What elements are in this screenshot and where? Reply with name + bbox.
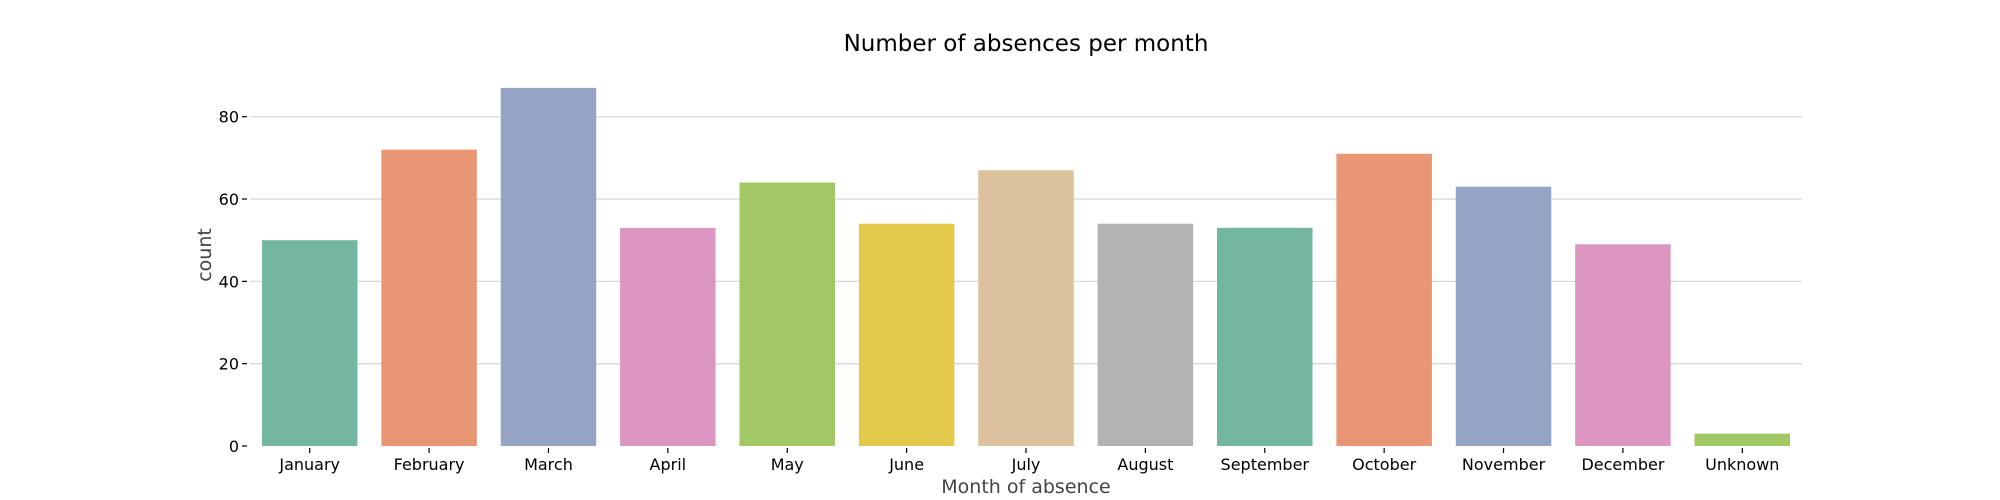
x-tick-label: August xyxy=(1117,455,1173,474)
y-axis-label: count xyxy=(194,228,216,282)
x-tick-label: February xyxy=(394,455,465,474)
x-tick-label: May xyxy=(771,455,804,474)
x-tick-label: April xyxy=(650,455,687,474)
bar-january xyxy=(261,240,358,446)
x-tick-label: July xyxy=(1011,455,1041,474)
bar-may xyxy=(739,182,835,447)
x-axis-label: Month of absence xyxy=(941,476,1110,498)
y-axis-ticks: 0 20 40 60 80 xyxy=(219,108,247,456)
x-tick-label: October xyxy=(1352,455,1416,474)
y-tick-label: 80 xyxy=(219,108,239,127)
x-tick-label: November xyxy=(1462,455,1546,474)
y-tick-label: 20 xyxy=(219,355,239,374)
x-tick-label: January xyxy=(278,455,340,474)
y-tick-label: 0 xyxy=(229,437,239,456)
bar-august xyxy=(1097,223,1194,446)
bar-november xyxy=(1455,186,1552,447)
chart-title: Number of absences per month xyxy=(844,31,1209,57)
bar-february xyxy=(381,149,477,446)
bar-july xyxy=(978,170,1074,446)
y-tick-label: 40 xyxy=(219,272,239,291)
bar-december xyxy=(1575,244,1671,446)
bar-unknown xyxy=(1694,433,1791,446)
bar-october xyxy=(1336,153,1432,446)
x-tick-label: Unknown xyxy=(1705,455,1779,474)
x-tick-label: December xyxy=(1581,455,1664,474)
x-axis-ticks: January February March April May June July Augu… xyxy=(278,448,1779,474)
bars xyxy=(261,87,1791,447)
bar-april xyxy=(620,227,716,446)
x-tick-label: June xyxy=(888,455,924,474)
x-tick-label: March xyxy=(524,455,573,474)
bar-june xyxy=(858,223,955,446)
bar-september xyxy=(1217,227,1313,446)
y-tick-label: 60 xyxy=(219,190,239,209)
x-tick-label: September xyxy=(1221,455,1310,474)
bar-march xyxy=(500,87,597,447)
